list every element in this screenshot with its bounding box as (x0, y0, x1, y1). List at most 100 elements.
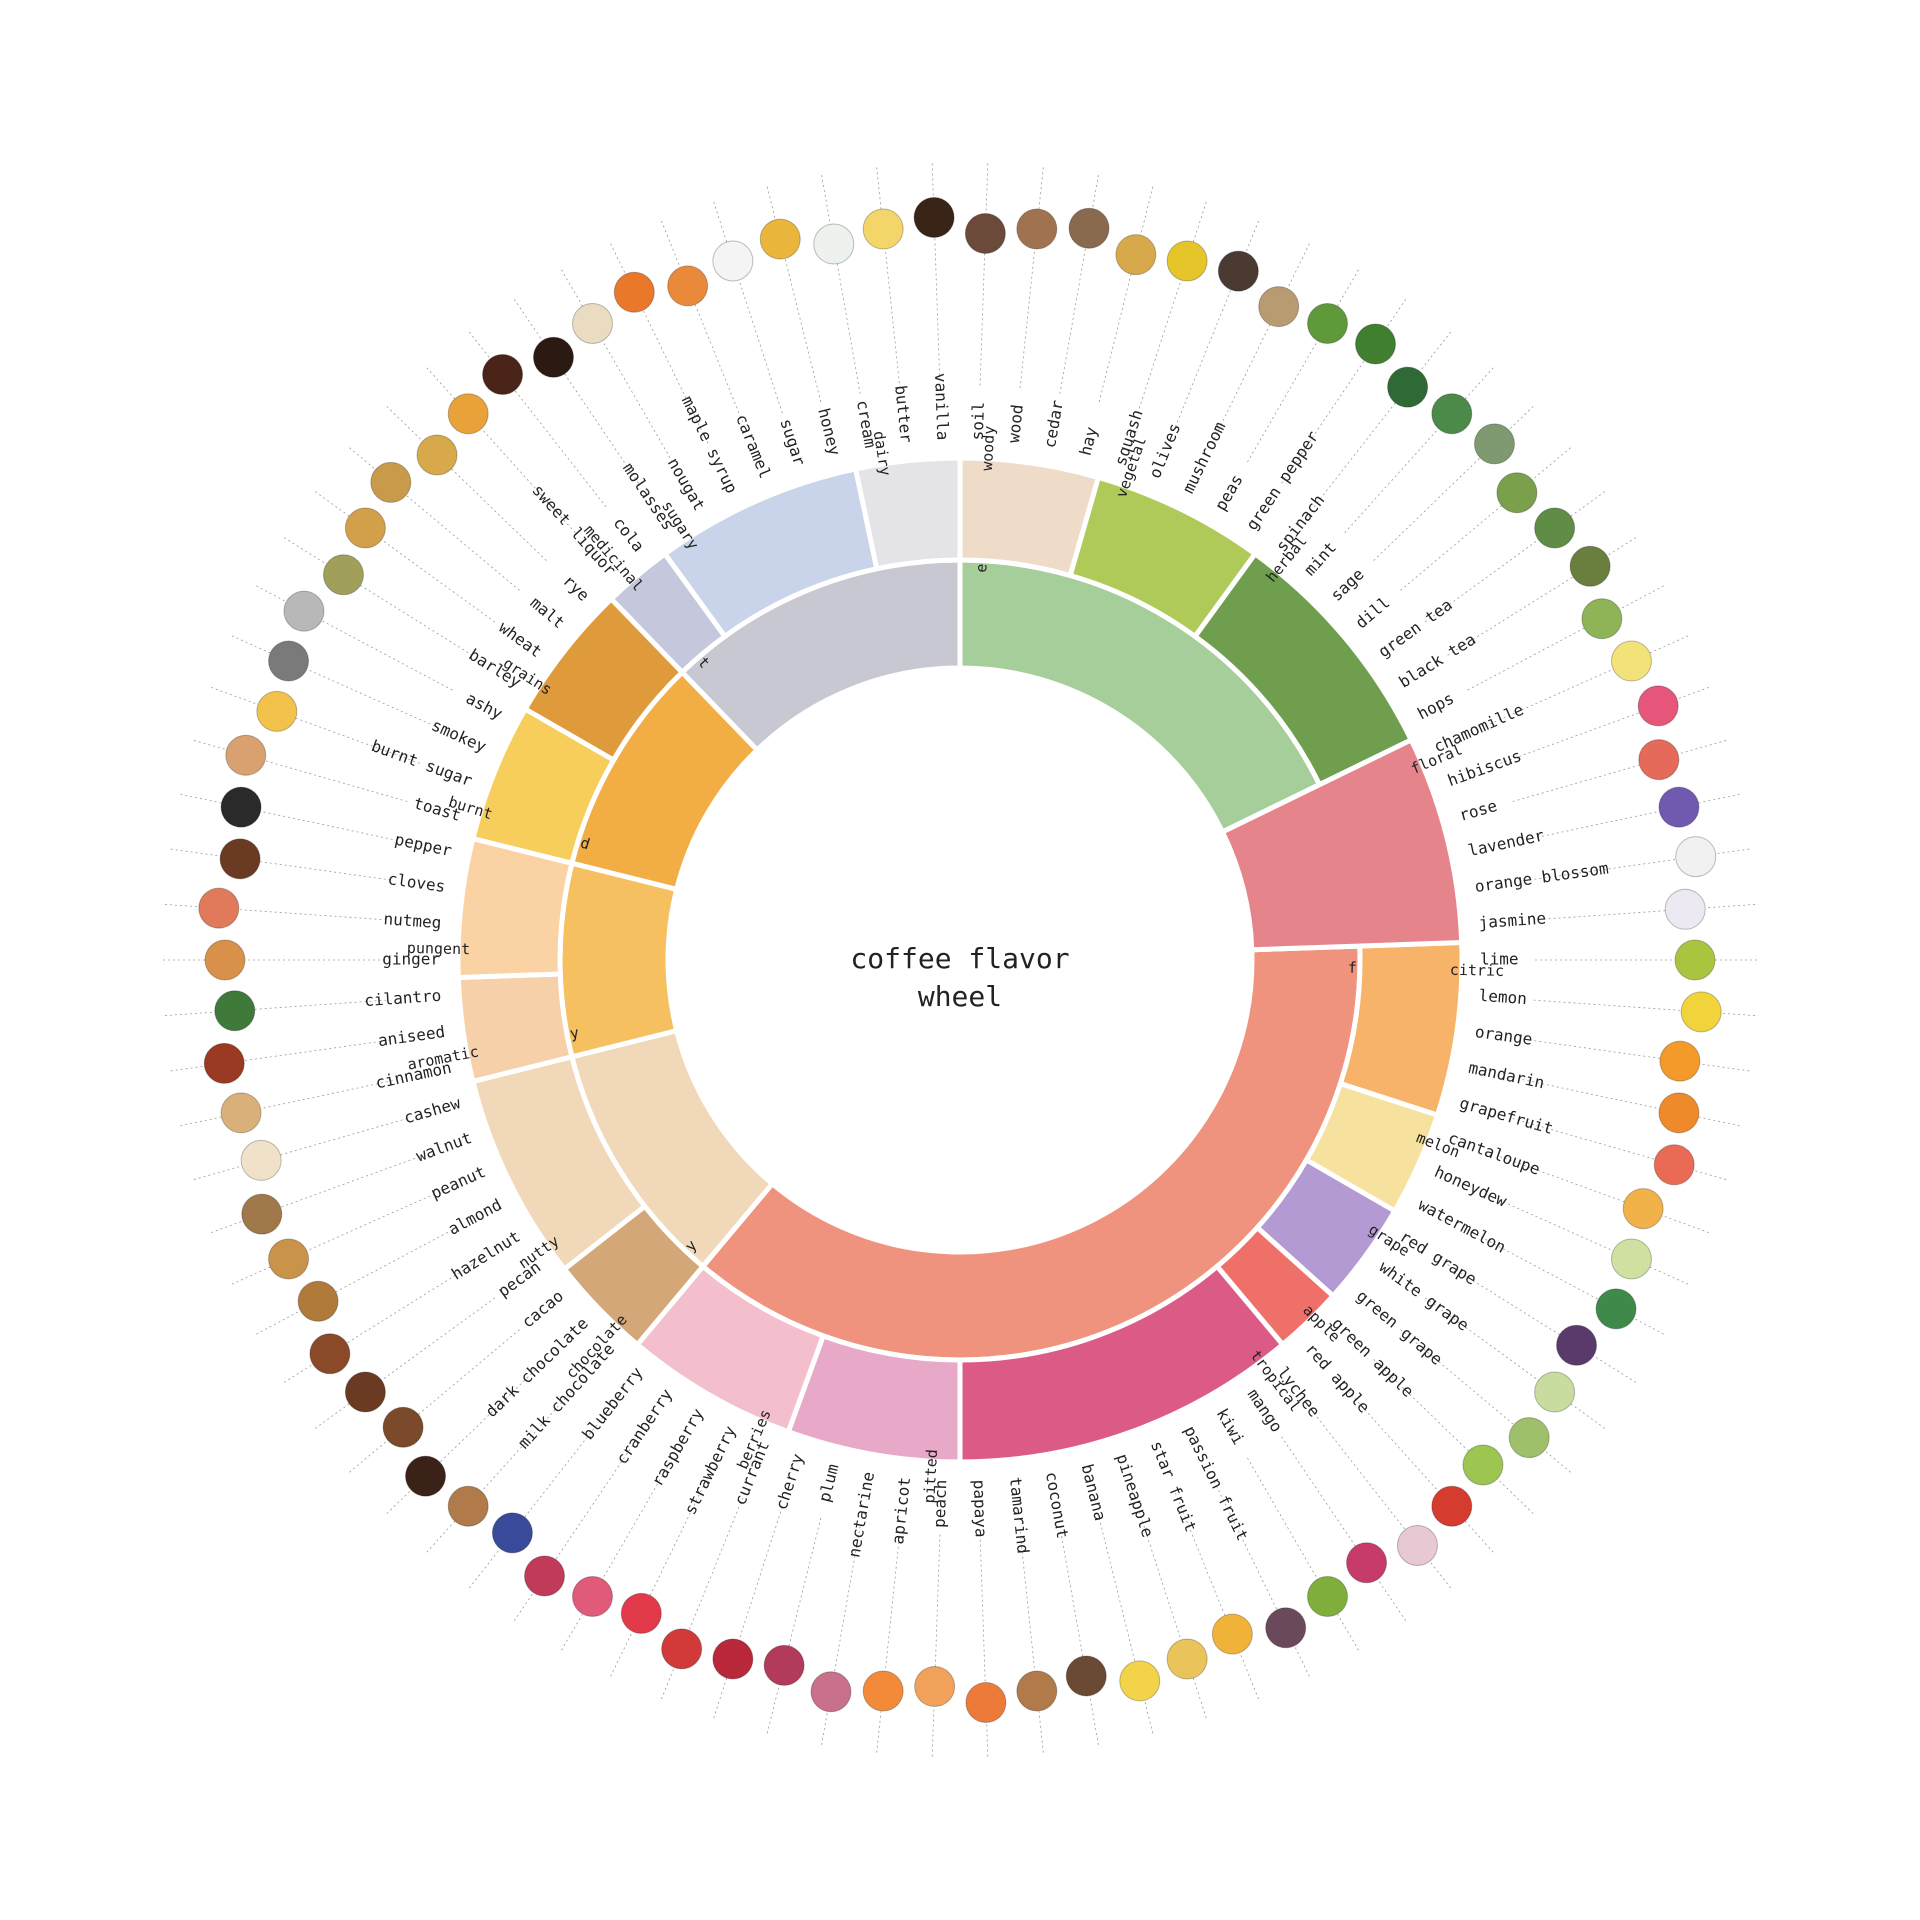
flavor-label-nectarine: nectarine (844, 1470, 878, 1559)
maple-syrup-icon (613, 271, 655, 313)
flavor-label-sugar: sugar (776, 416, 809, 468)
spoke-line (1059, 1526, 1100, 1748)
flavor-label-currant: currant (730, 1438, 773, 1508)
flavor-label-jasmine: jasmine (1478, 909, 1547, 933)
hibiscus-icon (1637, 685, 1679, 727)
chamomille-icon (1610, 640, 1652, 682)
spoke-line (979, 160, 989, 386)
ring-label-woody: woody (978, 425, 998, 471)
flavor-label-rose: rose (1457, 796, 1499, 825)
flavor-icons (198, 196, 1722, 1724)
spoke-line (1019, 1531, 1045, 1756)
spoke-line (931, 160, 941, 386)
spoke-line (1522, 793, 1743, 841)
papaya-icon (965, 1682, 1007, 1724)
hops-icon (1581, 598, 1623, 640)
flavor-label-papaya: papaya (970, 1479, 991, 1537)
lychee-icon (1396, 1524, 1438, 1566)
spoke-line (167, 1039, 391, 1072)
toast-icon (225, 734, 267, 776)
spoke-line (979, 1534, 989, 1760)
spoke-line (875, 164, 901, 389)
currant-icon (661, 1628, 703, 1670)
spoke-line (1137, 199, 1208, 414)
flavor-label-almond: almond (445, 1195, 505, 1239)
flavor-label-coconut: coconut (1042, 1470, 1072, 1540)
flavor-label-milk-chocolate: milk chocolate (514, 1339, 618, 1452)
spoke-line (931, 1534, 941, 1760)
flavor-label-nutmeg: nutmeg (383, 909, 442, 932)
flavor-label-cherry: cherry (771, 1451, 807, 1512)
spoke-line (820, 1526, 861, 1748)
cilantro-icon (214, 990, 256, 1032)
flavor-label-sage: sage (1327, 564, 1368, 604)
cashew-icon (240, 1139, 282, 1181)
plum-icon (763, 1644, 805, 1686)
red-apple-icon (1431, 1485, 1473, 1527)
flavor-label-caramel: caramel (732, 411, 775, 481)
olives-icon (1217, 250, 1259, 292)
dark-chocolate-icon (405, 1455, 447, 1497)
flavor-label-ashy: ashy (463, 689, 506, 724)
flavor-label-peach: peach (930, 1479, 951, 1528)
black-tea-icon (1569, 545, 1611, 587)
vanilla-icon (913, 196, 955, 238)
butter-icon (862, 208, 904, 250)
pecan-icon (344, 1371, 386, 1413)
spoke-line (1512, 739, 1730, 802)
peas-icon (1307, 302, 1348, 344)
watermelon-icon (1595, 1288, 1637, 1330)
flavor-label-lemon: lemon (1478, 986, 1527, 1008)
hay-icon (1115, 234, 1157, 276)
spoke-line (712, 1506, 783, 1721)
smokey-icon (268, 640, 310, 682)
ginger-icon (204, 939, 246, 981)
flavor-label-wood: wood (1004, 403, 1027, 443)
flavor-label-hops: hops (1414, 689, 1457, 724)
blueberry-icon (491, 1512, 533, 1554)
flavor-label-cilantro: cilantro (364, 986, 442, 1010)
nectarine-icon (810, 1671, 852, 1713)
aniseed-icon (203, 1042, 245, 1084)
lavender-icon (1658, 786, 1700, 828)
malt-icon (370, 461, 412, 503)
cola-icon (482, 354, 524, 396)
flavor-label-wheat: wheat (495, 618, 545, 662)
coconut-icon (1065, 1655, 1107, 1697)
spoke-line (766, 183, 822, 403)
wheat-icon (344, 507, 386, 549)
ring-label-pungent: pungent (407, 939, 471, 958)
wood-icon (1016, 208, 1058, 250)
banana-icon (1119, 1660, 1161, 1702)
mandarin-icon (1658, 1092, 1700, 1134)
flavor-label-cacao: cacao (518, 1286, 567, 1332)
white-grape-icon (1534, 1371, 1576, 1413)
flavor-label-cedar: cedar (1040, 398, 1067, 449)
flavor-label-honey: honey (814, 406, 844, 458)
spoke-line (1529, 1039, 1753, 1072)
green-tea-icon (1534, 507, 1576, 549)
flavor-label-cream: cream (853, 399, 880, 450)
flavor-label-apricot: apricot (888, 1476, 914, 1545)
raspberry-icon (572, 1576, 613, 1618)
spoke-line (190, 1118, 408, 1181)
jasmine-icon (1664, 888, 1706, 930)
spoke-line (1533, 999, 1759, 1017)
rye-icon (416, 434, 458, 476)
grapefruit-icon (1653, 1144, 1695, 1186)
spoke-line (208, 1156, 420, 1234)
pineapple-icon (1166, 1638, 1208, 1680)
flavor-label-pepper: pepper (393, 830, 454, 861)
orange-blossom-icon (1675, 836, 1717, 878)
flavor-label-tamarind: tamarind (1006, 1476, 1033, 1555)
flavor-label-butter: butter (891, 384, 916, 444)
molasses-icon (532, 336, 574, 378)
passion-fruit-icon (1265, 1607, 1307, 1649)
hazelnut-icon (309, 1333, 351, 1375)
flavor-label-cashew: cashew (402, 1093, 463, 1127)
flavor-label-lavender: lavender (1466, 826, 1546, 861)
cacao-icon (382, 1406, 424, 1448)
honey-icon (759, 218, 801, 260)
flavor-label-mandarin: mandarin (1467, 1058, 1546, 1093)
flavor-label-sweet-liquor: sweet liquor (528, 481, 620, 580)
